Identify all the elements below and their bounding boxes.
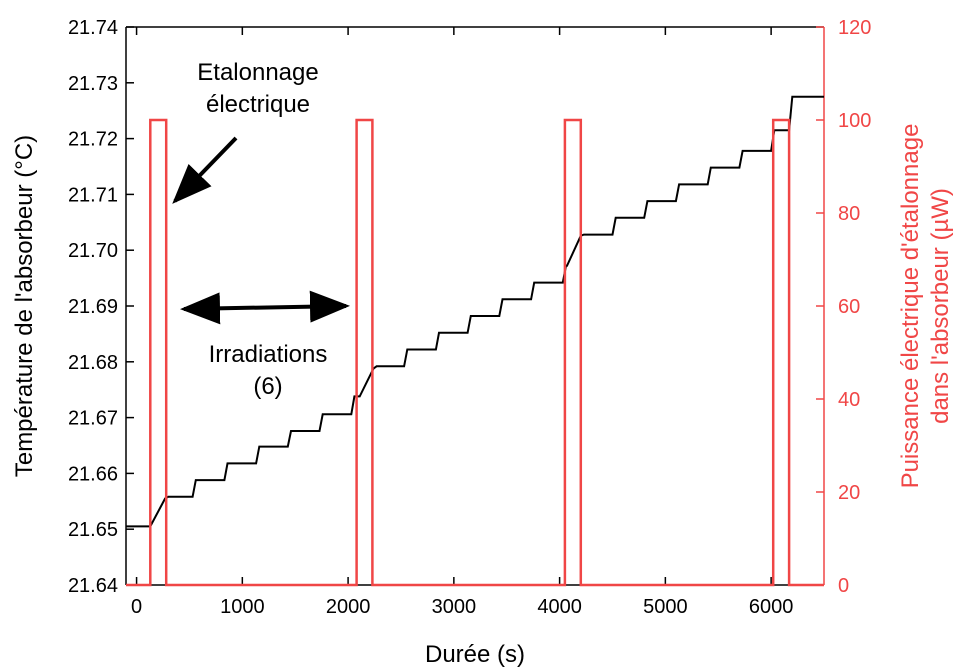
y-right-tick-label: 20 [838,482,860,504]
annotation-irradiations-line1: Irradiations [209,341,328,368]
x-tick-label: 2000 [326,596,371,618]
y-left-tick-label: 21.68 [68,352,118,374]
y-right-tick-label: 80 [838,203,860,225]
x-tick-label: 6000 [749,596,794,618]
y-left-tick-label: 21.74 [68,17,118,39]
y-left-tick-label: 21.72 [68,129,118,151]
y-left-tick-label: 21.66 [68,463,118,485]
annotation-etalonnage-line2: électrique [206,91,310,118]
y-right-axis-title-line1: Puissance électrique d'étalonnage [897,124,924,489]
x-ticks: 0 1000 2000 3000 4000 5000 6000 [131,27,793,618]
y-left-tick-label: 21.67 [68,408,118,430]
y-left-ticks: 21.64 21.65 21.66 21.67 21.68 21.69 21.70 21.71… [68,17,134,597]
temperature-series-line [126,95,824,528]
annotation-etalonnage-line1: Etalonnage [197,59,318,86]
y-right-tick-label: 0 [838,575,849,597]
x-tick-label: 1000 [220,596,265,618]
power-series-line [126,118,824,587]
y-left-tick-label: 21.64 [68,575,118,597]
series-group [126,95,824,587]
x-tick-label: 0 [131,596,142,618]
y-right-tick-label: 120 [838,17,871,39]
annotation-etalonnage-arrow [172,136,238,204]
x-tick-label: 5000 [643,596,688,618]
x-axis-title: Durée (s) [425,641,525,668]
y-right-ticks: 0 20 40 60 80 100 120 [816,17,871,597]
y-right-axis-title-line2: dans l'absorbeur (µW) [927,188,954,424]
y-left-tick-label: 21.73 [68,73,118,95]
y-right-tick-label: 40 [838,389,860,411]
y-right-tick-label: 60 [838,296,860,318]
annotation-irradiations-line2: (6) [253,373,282,400]
annotation-irradiations-arrow [180,290,350,325]
x-tick-label: 3000 [432,596,477,618]
y-right-tick-label: 100 [838,110,871,132]
y-left-axis-title: Température de l'absorbeur (°C) [11,135,38,477]
y-left-tick-label: 21.70 [68,240,118,262]
x-tick-label: 4000 [537,596,582,618]
y-left-tick-label: 21.71 [68,184,118,206]
y-left-tick-label: 21.69 [68,296,118,318]
y-left-tick-label: 21.65 [68,519,118,541]
